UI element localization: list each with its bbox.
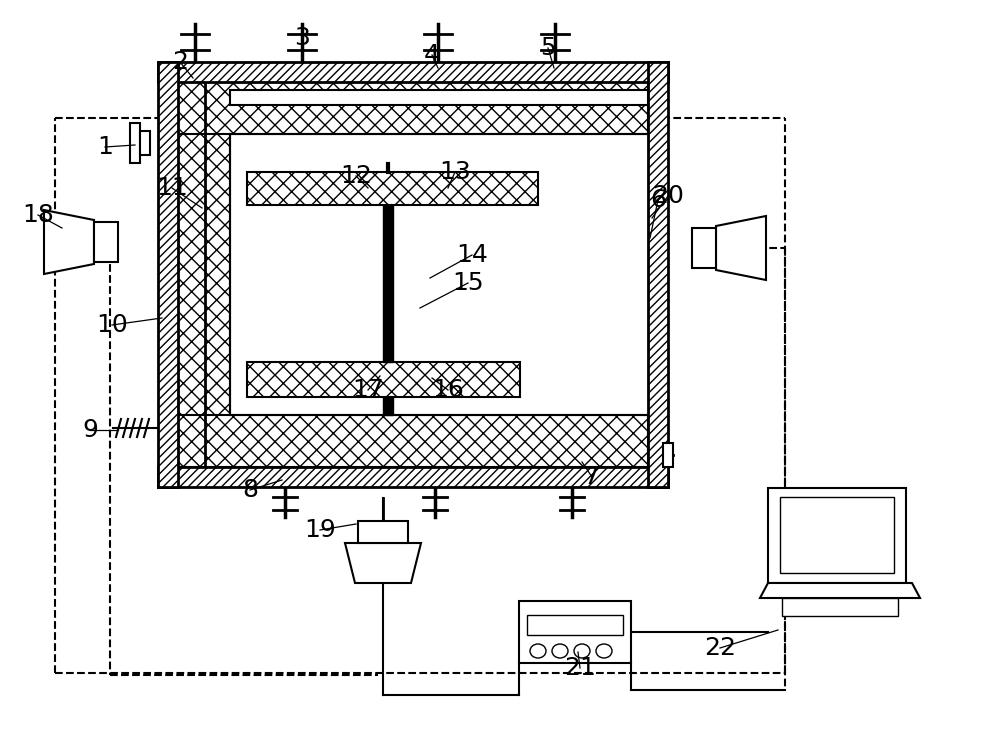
Text: 9: 9 [82,418,98,442]
Text: 21: 21 [564,656,596,680]
Text: 11: 11 [156,176,188,200]
Bar [230,90,648,105]
Polygon shape [345,543,421,583]
Text: 17: 17 [352,378,384,402]
Bar [158,62,178,487]
Text: 7: 7 [584,465,600,489]
Text: 12: 12 [340,164,372,188]
Text: 19: 19 [304,518,336,542]
Text: 16: 16 [432,378,464,402]
Text: 13: 13 [439,160,471,184]
Ellipse shape [530,644,546,658]
Ellipse shape [574,644,590,658]
Text: 4: 4 [424,43,440,67]
Bar [527,615,623,635]
Bar [178,415,648,467]
Polygon shape [44,210,94,274]
Polygon shape [760,583,920,598]
Bar [130,123,140,163]
Text: 14: 14 [456,243,488,267]
Bar [782,598,898,616]
Text: 10: 10 [96,313,128,337]
Bar [140,131,150,155]
Text: 18: 18 [22,203,54,227]
Bar [663,443,673,467]
Bar [247,362,520,397]
Bar [648,62,668,487]
Text: 20: 20 [652,184,684,208]
Bar [692,228,716,268]
Text: 8: 8 [242,478,258,502]
Text: 22: 22 [704,636,736,660]
Bar [158,62,668,82]
Bar [158,467,668,487]
Bar [178,82,230,467]
Bar [768,488,906,583]
Text: 15: 15 [452,271,484,295]
Bar [383,205,393,362]
Text: 3: 3 [294,26,310,50]
Text: 2: 2 [172,50,188,74]
Polygon shape [716,216,766,280]
Text: 6: 6 [650,188,666,212]
Bar [178,82,648,134]
Bar [94,222,118,262]
Text: 1: 1 [97,135,113,159]
Bar [247,172,538,205]
Bar [358,521,408,543]
Bar [519,601,631,663]
Ellipse shape [552,644,568,658]
Bar [383,397,393,415]
Bar [780,497,894,573]
Text: 5: 5 [540,36,556,60]
Ellipse shape [596,644,612,658]
